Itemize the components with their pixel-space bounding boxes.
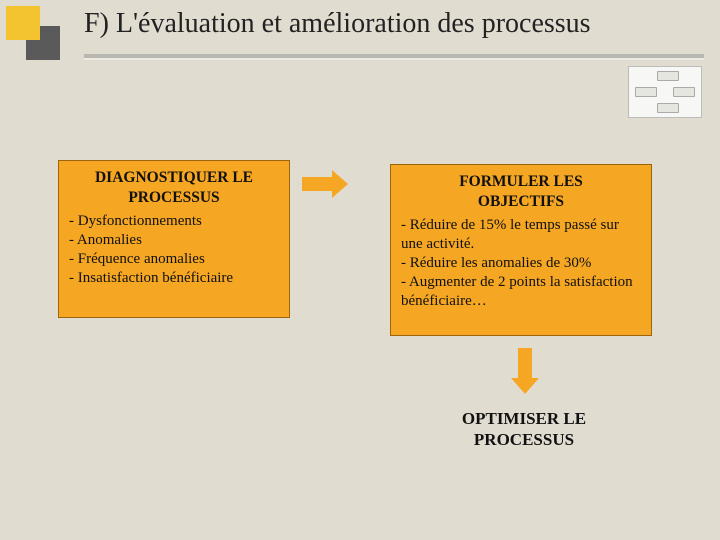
corner-decoration (0, 0, 60, 60)
formuler-heading: FORMULER LES OBJECTIFS (401, 172, 641, 212)
list-item: - Fréquence anomalies (69, 250, 279, 269)
diagnostiquer-heading: DIAGNOSTIQUER LE PROCESSUS (69, 168, 279, 208)
heading-line: OBJECTIFS (478, 193, 564, 210)
formuler-box: FORMULER LES OBJECTIFS - Réduire de 15% … (390, 164, 652, 336)
title-area: F) L'évaluation et amélioration des proc… (84, 8, 704, 60)
list-item: - Réduire les anomalies de 30% (401, 254, 641, 273)
heading-line: PROCESSUS (128, 189, 219, 206)
optimiser-heading: OPTIMISER LE PROCESSUS (448, 408, 600, 451)
title-underline (84, 54, 704, 60)
list-item: - Insatisfaction bénéficiaire (69, 269, 279, 288)
page-title: F) L'évaluation et amélioration des proc… (84, 8, 704, 40)
list-item: - Augmenter de 2 points la satisfaction … (401, 273, 641, 311)
list-item: - Dysfonctionnements (69, 212, 279, 231)
arrow-down-icon (511, 348, 539, 394)
list-item: - Réduire de 15% le temps passé sur une … (401, 216, 641, 254)
diagram-thumbnail (628, 66, 702, 118)
heading-line: PROCESSUS (474, 430, 574, 449)
heading-line: OPTIMISER LE (462, 409, 586, 428)
corner-square-yellow (6, 6, 40, 40)
heading-line: DIAGNOSTIQUER LE (95, 169, 253, 186)
diagnostiquer-box: DIAGNOSTIQUER LE PROCESSUS - Dysfonction… (58, 160, 290, 318)
heading-line: FORMULER LES (459, 173, 583, 190)
arrow-right-icon (302, 170, 348, 198)
list-item: - Anomalies (69, 231, 279, 250)
